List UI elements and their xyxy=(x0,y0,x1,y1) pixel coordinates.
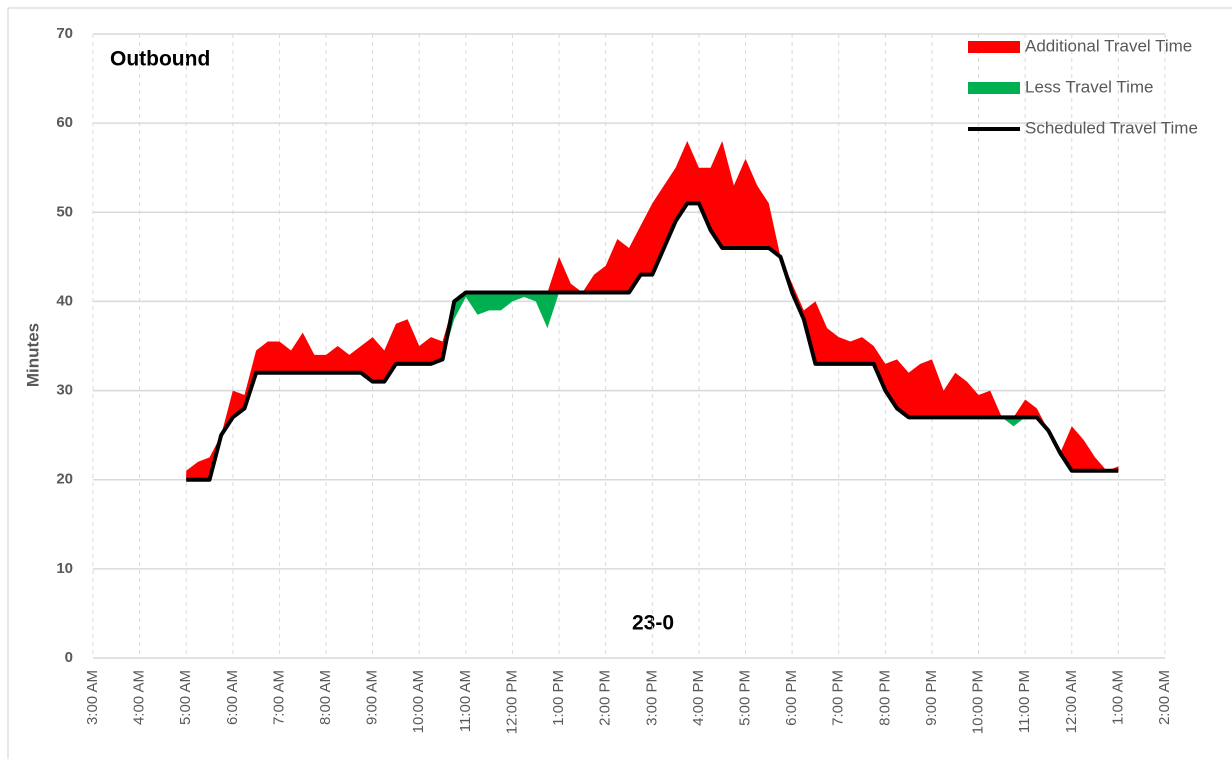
area xyxy=(186,140,1119,480)
legend-label: Less Travel Time xyxy=(1025,77,1154,96)
legend-label: Additional Travel Time xyxy=(1025,36,1192,55)
x-tick-label: 11:00 PM xyxy=(1016,670,1033,733)
x-tick-label: 5:00 PM xyxy=(736,670,753,726)
y-tick-label: 10 xyxy=(56,560,73,577)
chart-title: Outbound xyxy=(110,48,210,71)
x-tick-label: 10:00 AM xyxy=(410,670,427,733)
x-tick-label: 9:00 AM xyxy=(364,670,381,725)
x-tick-label: 7:00 PM xyxy=(830,670,847,726)
y-tick-label: 30 xyxy=(56,382,73,399)
x-tick-label: 3:00 AM xyxy=(84,670,101,725)
x-tick-label: 1:00 AM xyxy=(1109,670,1126,725)
y-tick-label: 70 xyxy=(56,25,73,42)
x-tick-label: 11:00 AM xyxy=(457,670,474,732)
x-tick-label: 3:00 PM xyxy=(643,670,660,726)
legend-label: Scheduled Travel Time xyxy=(1025,118,1198,137)
annotation: 23-0 xyxy=(632,612,674,635)
x-tick-label: 8:00 PM xyxy=(876,670,893,726)
x-tick-label: 8:00 AM xyxy=(317,670,334,725)
x-tick-label: 7:00 AM xyxy=(270,670,287,725)
y-tick-label: 40 xyxy=(56,292,73,309)
x-tick-label: 5:00 AM xyxy=(177,670,194,725)
line xyxy=(186,201,1119,482)
x-tick-label: 9:00 PM xyxy=(923,670,940,726)
y-axis-label: Minutes xyxy=(23,323,42,387)
legend-swatch xyxy=(968,41,1020,53)
x-tick-label: 6:00 PM xyxy=(783,670,800,726)
y-tick-label: 50 xyxy=(56,203,73,220)
chart-frame xyxy=(7,7,1232,759)
y-tick-label: 60 xyxy=(56,114,73,131)
x-tick-label: 2:00 AM xyxy=(1156,670,1173,725)
x-tick-label: 12:00 PM xyxy=(503,670,520,734)
x-tick-label: 12:00 AM xyxy=(1063,670,1080,733)
x-tick-label: 4:00 PM xyxy=(690,670,707,726)
x-tick-label: 6:00 AM xyxy=(224,670,241,725)
y-tick-label: 0 xyxy=(65,649,73,666)
legend-swatch xyxy=(968,82,1020,94)
x-tick-label: 1:00 PM xyxy=(550,670,567,726)
x-tick-label: 2:00 PM xyxy=(597,670,614,726)
x-tick-label: 4:00 AM xyxy=(131,670,148,725)
x-tick-label: 10:00 PM xyxy=(970,670,987,734)
y-tick-label: 20 xyxy=(56,471,73,488)
